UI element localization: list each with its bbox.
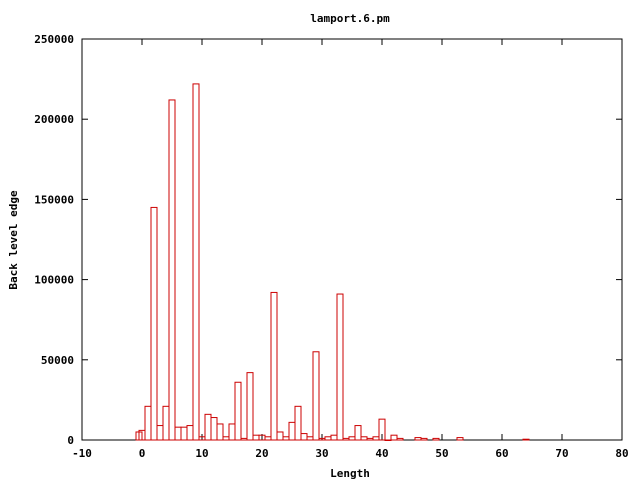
bar: [276, 431, 284, 441]
x-tick-label: -10: [72, 447, 92, 460]
bar: [360, 436, 368, 441]
bar: [240, 437, 248, 441]
x-tick-label: 0: [139, 447, 146, 460]
bar: [270, 291, 278, 441]
x-tick-label: 10: [195, 447, 208, 460]
y-tick-label: 200000: [34, 113, 74, 126]
bar: [228, 423, 236, 441]
bar: [150, 206, 158, 441]
y-tick-label: 250000: [34, 33, 74, 46]
x-axis: -10 0 10 20 30 40 50 60 70 80: [72, 39, 629, 460]
bar: [384, 439, 392, 441]
y-axis: 0 50000 100000 150000 200000 250000: [34, 33, 622, 447]
x-tick-label: 50: [435, 447, 448, 460]
bar: [366, 437, 374, 441]
bar: [414, 437, 422, 441]
bar: [354, 425, 362, 441]
bar: [432, 437, 440, 441]
x-axis-label: Length: [330, 467, 370, 480]
bar: [348, 436, 356, 441]
x-tick-label: 60: [495, 447, 508, 460]
bar: [456, 437, 464, 441]
y-tick-label: 100000: [34, 274, 74, 287]
x-tick-label: 80: [615, 447, 628, 460]
bar: [168, 99, 176, 441]
bar: [378, 418, 386, 441]
plot-frame: [81, 38, 623, 441]
bar: [252, 434, 260, 441]
bar: [222, 436, 230, 441]
y-tick-label: 0: [67, 434, 74, 447]
bar: [210, 417, 218, 441]
bar: [324, 436, 332, 441]
bar: [246, 372, 254, 441]
bar: [216, 423, 224, 441]
bar: [264, 436, 272, 441]
x-tick-label: 20: [255, 447, 268, 460]
x-tick-label: 70: [555, 447, 568, 460]
bar: [306, 436, 314, 441]
bar: [192, 83, 200, 441]
y-tick-label: 50000: [41, 354, 74, 367]
bar: [294, 405, 302, 441]
bar: [390, 434, 398, 441]
x-tick-label: 40: [375, 447, 388, 460]
bar: [156, 425, 164, 441]
bar: [144, 405, 152, 441]
bar-series: [135, 83, 530, 441]
bar: [330, 434, 338, 441]
bar: [420, 437, 428, 441]
chart-title: lamport.6.pm: [310, 12, 390, 25]
bar: [282, 436, 290, 441]
bar: [288, 421, 296, 441]
bar: [204, 413, 212, 441]
bar: [234, 381, 242, 441]
bar: [162, 405, 170, 441]
x-tick-label: 30: [315, 447, 328, 460]
bar: [522, 438, 530, 441]
y-tick-label: 150000: [34, 193, 74, 206]
y-axis-label: Back level edge: [7, 190, 20, 290]
bar: [312, 351, 320, 441]
bar: [342, 437, 350, 441]
bar: [336, 293, 344, 441]
bar: [396, 437, 404, 441]
bar: [180, 426, 188, 441]
bar: [186, 425, 194, 441]
bar: [300, 433, 308, 441]
bar: [174, 426, 182, 441]
bar: [372, 436, 380, 441]
